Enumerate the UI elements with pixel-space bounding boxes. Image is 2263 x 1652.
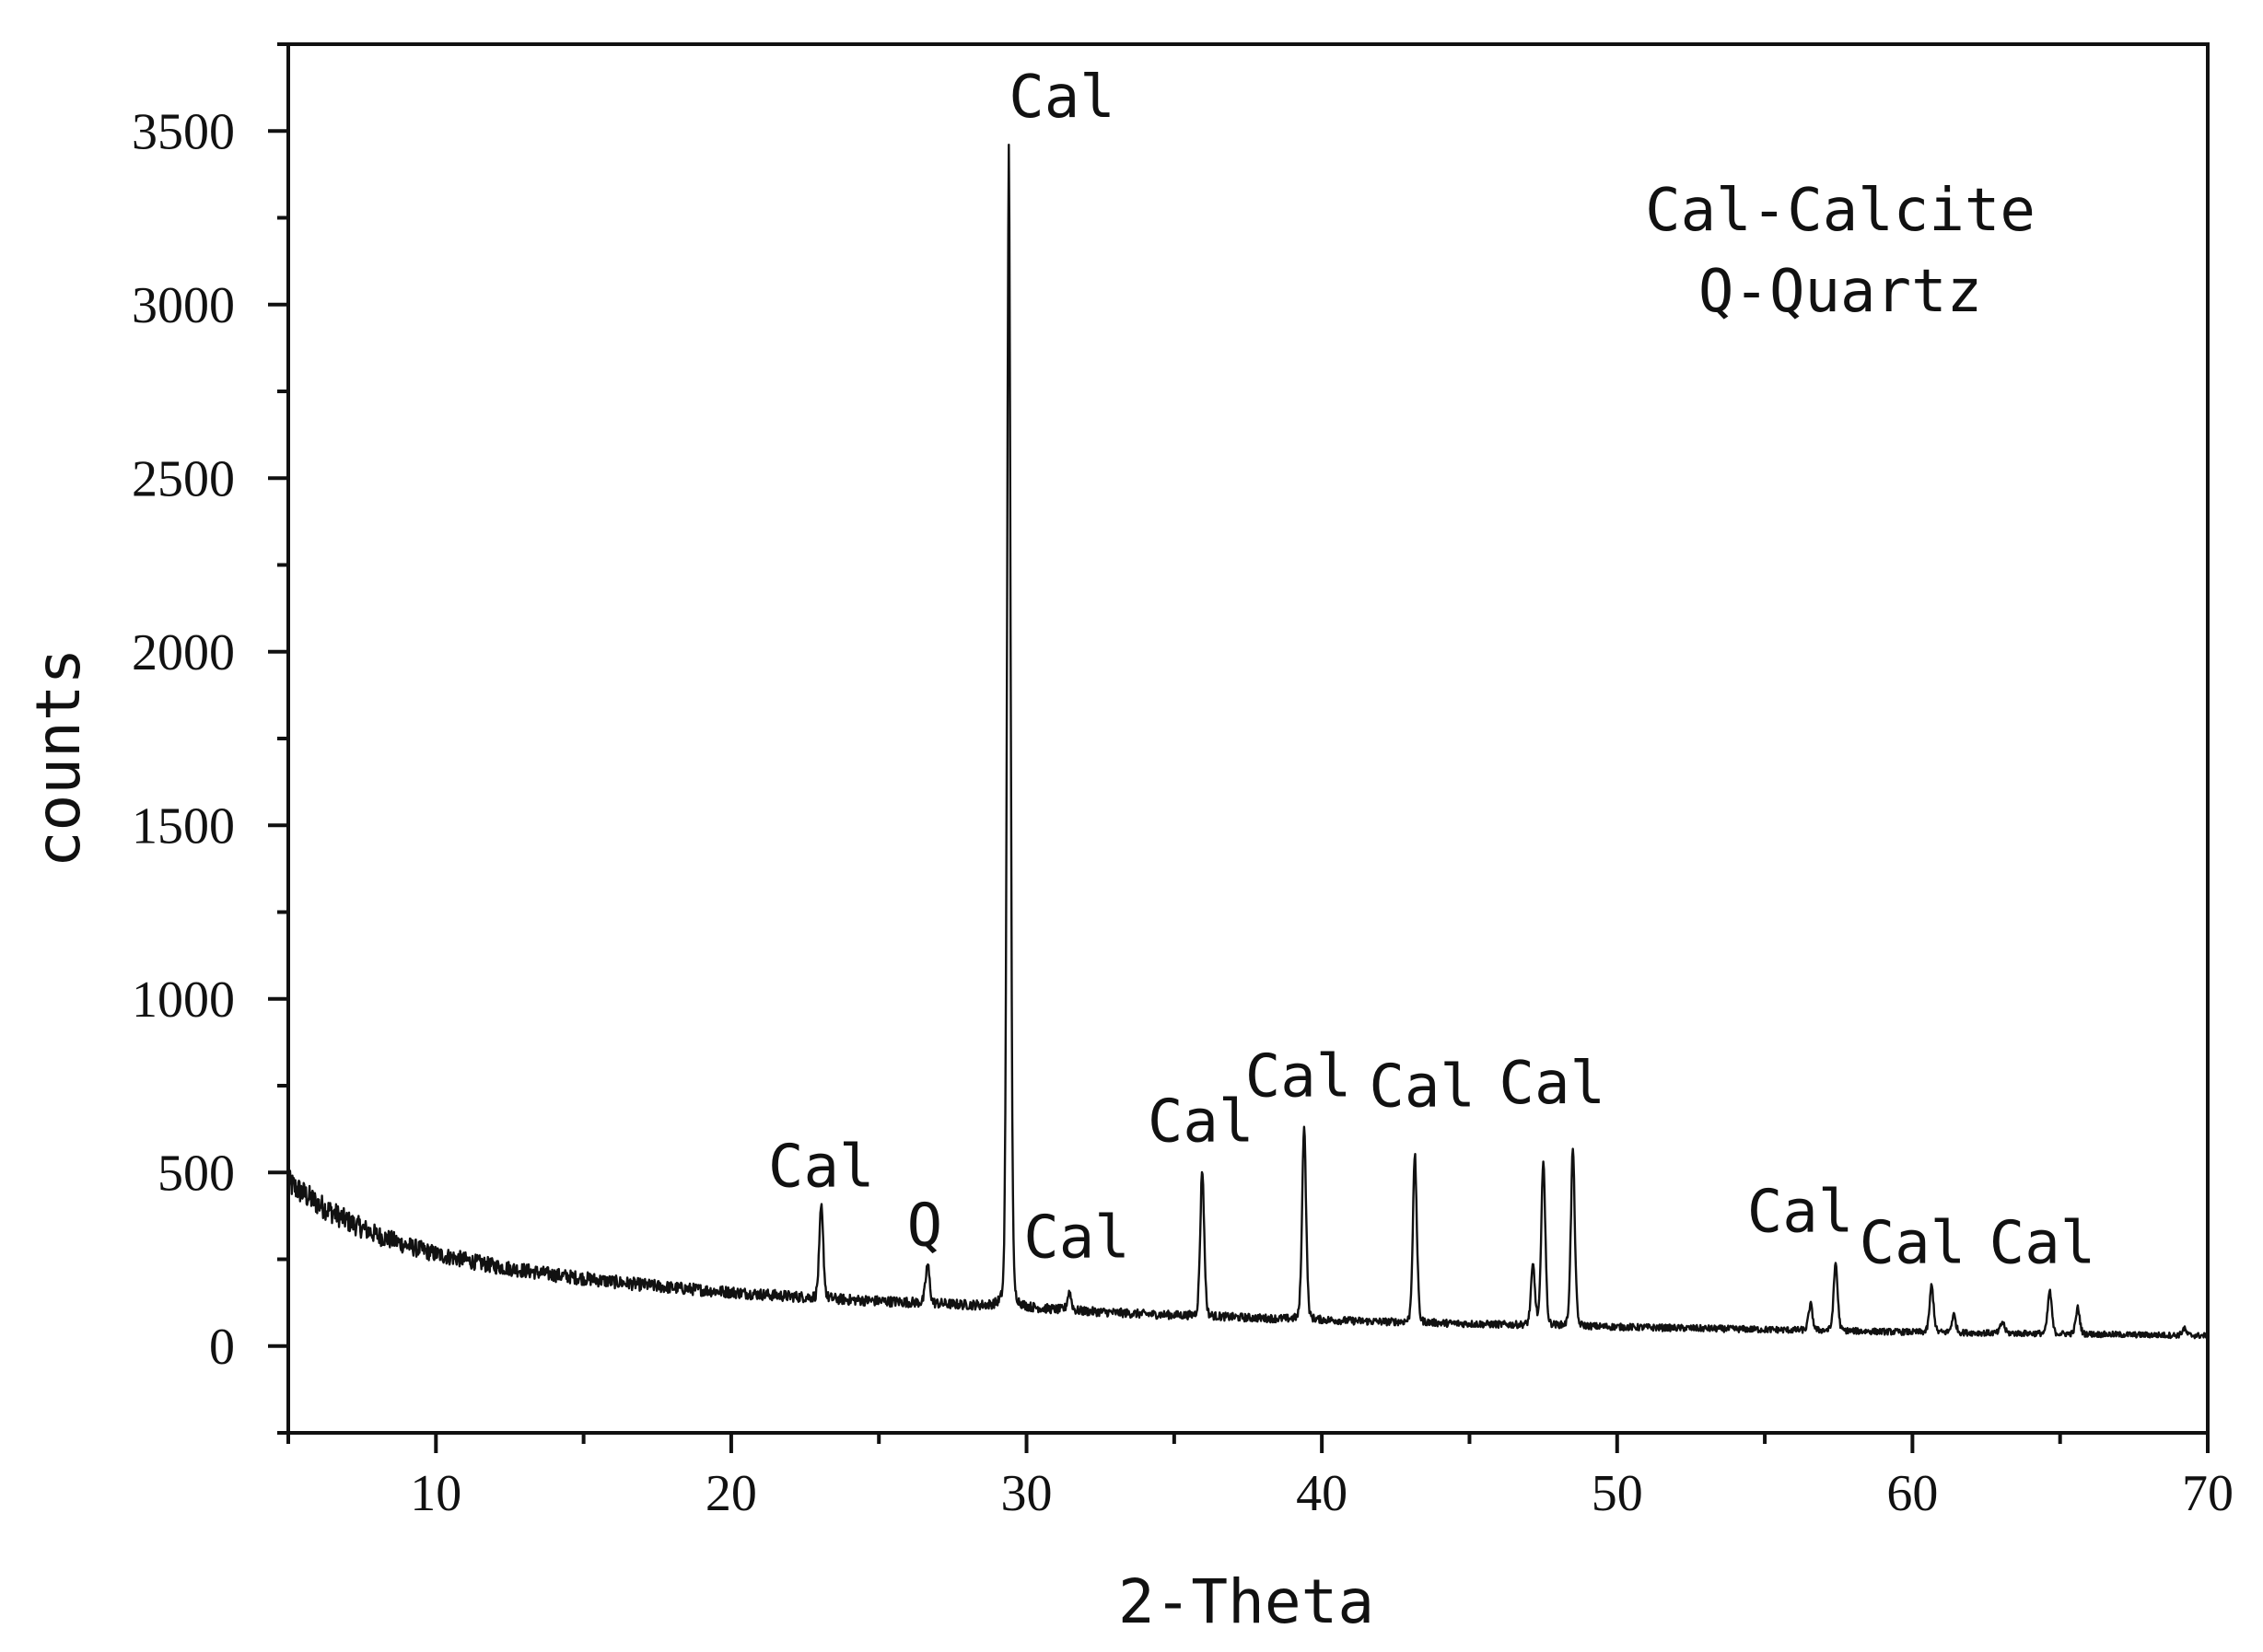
x-tick-label: 30 (1001, 1465, 1053, 1522)
legend-line-calcite: Cal-Calcite (1645, 177, 2036, 245)
y-tick-label: 1000 (132, 971, 235, 1029)
y-tick-label: 0 (209, 1319, 235, 1376)
peak-label: Cal (1369, 1053, 1476, 1122)
peak-label: Cal (1023, 1204, 1130, 1273)
x-tick-label: 40 (1296, 1465, 1347, 1522)
peak-label: Cal (1747, 1178, 1854, 1246)
x-tick-label: 60 (1886, 1465, 1938, 1522)
x-tick-label: 10 (410, 1465, 461, 1522)
x-tick-label: 70 (2182, 1465, 2234, 1522)
peak-label: Cal (1499, 1050, 1605, 1118)
peak-label: Cal (1245, 1042, 1352, 1111)
y-tick-label: 2500 (132, 450, 235, 507)
x-axis: 10 20 30 40 50 60 70 (286, 1433, 2234, 1522)
y-tick-label: 3500 (132, 103, 235, 160)
peak-label: Cal (768, 1133, 875, 1201)
y-tick-label: 2000 (132, 624, 235, 681)
x-tick-label: 20 (706, 1465, 757, 1522)
xrd-line (286, 143, 2209, 1340)
peak-label: Cal (1009, 64, 1115, 132)
y-tick-label: 500 (157, 1145, 235, 1202)
y-axis: 0 500 1000 1500 2000 2500 3000 3500 (132, 42, 288, 1435)
peak-label: Cal (1989, 1209, 2096, 1277)
peak-label: Q (907, 1192, 943, 1260)
legend-line-quartz: Q-Quartz (1698, 258, 1982, 326)
peak-label: Cal (1148, 1088, 1254, 1156)
xrd-series (286, 143, 2209, 1340)
peak-label: Cal (1860, 1209, 1966, 1277)
x-axis-title: 2-Theta (1118, 1566, 1374, 1637)
y-tick-label: 1500 (132, 797, 235, 855)
y-axis-title: counts (23, 648, 94, 867)
legend: Cal-Calcite Q-Quartz (1645, 177, 2036, 326)
y-tick-label: 3000 (132, 277, 235, 334)
x-tick-label: 50 (1592, 1465, 1643, 1522)
